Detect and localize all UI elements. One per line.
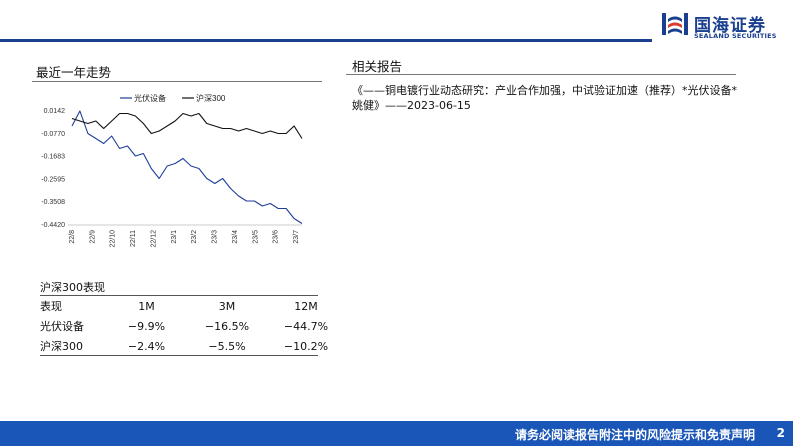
legend-label: 光伏设备 xyxy=(134,93,166,103)
y-tick-label: -0.0770 xyxy=(41,131,65,138)
table-cell: −44.7% xyxy=(283,319,329,333)
series-line xyxy=(71,110,303,224)
table-header-cell: 12M xyxy=(294,299,318,313)
trend-section-title: 最近一年走势 xyxy=(36,65,112,80)
page-number: 2 xyxy=(776,426,785,440)
table-row: 沪深300 −2.4% −5.5% −10.2% xyxy=(40,336,341,356)
y-tick-label: -0.1683 xyxy=(41,154,65,161)
trend-chart: 0.0142 -0.0770 -0.1683 -0.2595 -0.3508 -0.442… xyxy=(41,93,303,248)
x-tick-label: 23/3 xyxy=(212,230,219,244)
table-cell: 沪深300 xyxy=(40,340,83,353)
table-cell: −10.2% xyxy=(283,339,329,353)
table-cell: −2.4% xyxy=(127,339,166,353)
perf-table-caption: 沪深300表现 xyxy=(40,281,105,294)
y-tick-label: 0.0142 xyxy=(44,108,66,115)
perf-table-bottom-rule xyxy=(40,355,318,356)
series-line xyxy=(71,112,303,139)
y-tick-label: -0.2595 xyxy=(41,176,65,183)
performance-table: 表现 1M 3M 12M 光伏设备 −9.9% −16.5% −44.7% 沪深… xyxy=(40,296,341,356)
brand-logo: 国海证券 SEALAND SECURITIES xyxy=(660,8,780,44)
reports-section-rule xyxy=(346,74,736,75)
y-tick-label: -0.4420 xyxy=(41,222,65,229)
footer-bar: 请务必阅读报告附注中的风险提示和免责声明 2 xyxy=(0,421,793,446)
table-cell: 光伏设备 xyxy=(40,320,84,333)
table-row: 光伏设备 −9.9% −16.5% −44.7% xyxy=(40,316,341,336)
trend-section-rule xyxy=(32,81,322,82)
x-tick-label: 23/6 xyxy=(273,230,280,244)
table-cell: −16.5% xyxy=(204,319,250,333)
footer-disclaimer: 请务必阅读报告附注中的风险提示和免责声明 xyxy=(514,428,755,442)
x-tick-label: 22/12 xyxy=(150,230,157,248)
x-tick-label: 22/10 xyxy=(110,230,117,248)
sealand-logo-icon xyxy=(662,13,688,35)
x-tick-label: 23/4 xyxy=(232,230,239,244)
legend-label: 沪深300 xyxy=(196,93,226,103)
header-rule xyxy=(0,39,652,42)
table-header-row: 表现 1M 3M 12M xyxy=(40,296,341,316)
logo-chinese-name: 国海证券 xyxy=(694,16,766,36)
table-cell: −5.5% xyxy=(208,339,246,353)
y-tick-label: -0.3508 xyxy=(41,199,65,206)
table-header-cell: 表现 xyxy=(40,300,62,313)
x-tick-label: 23/1 xyxy=(171,230,178,244)
x-tick-label: 23/5 xyxy=(252,230,259,244)
x-tick-label: 23/7 xyxy=(293,230,300,244)
perf-table-top-rule xyxy=(40,295,318,296)
table-header-cell: 3M xyxy=(218,299,236,313)
table-cell: −9.9% xyxy=(127,319,166,333)
x-tick-label: 22/8 xyxy=(69,230,76,244)
x-tick-label: 23/2 xyxy=(191,230,198,244)
x-tick-label: 22/9 xyxy=(89,230,96,244)
table-header-cell: 1M xyxy=(138,299,155,313)
logo-english-name: SEALAND SECURITIES xyxy=(694,32,777,40)
related-report-item[interactable]: 《——铜电镀行业动态研究：产业合作加强，中试验证加速（推荐）*光伏设备*姚健》—… xyxy=(352,84,737,112)
reports-section-title: 相关报告 xyxy=(352,59,403,74)
x-tick-label: 22/11 xyxy=(130,230,137,247)
